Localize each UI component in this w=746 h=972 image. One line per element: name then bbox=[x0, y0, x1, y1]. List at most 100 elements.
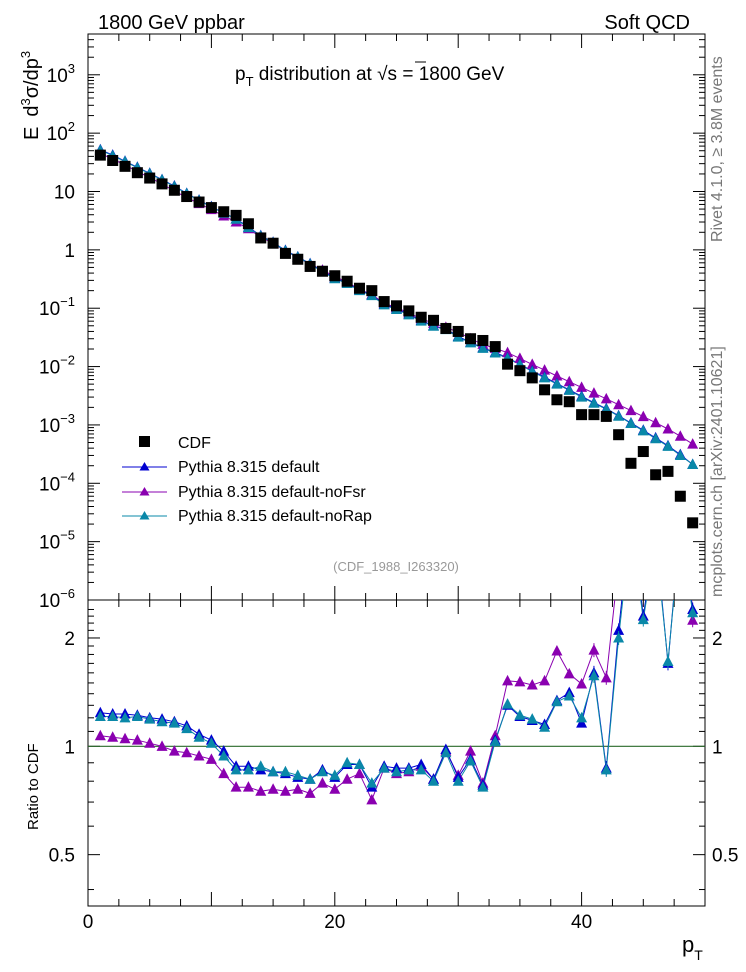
ratio-ytick-label-right: 1 bbox=[712, 737, 723, 758]
ratio-series-marker bbox=[576, 711, 588, 723]
ratio-ylabel: Ratio to CDF bbox=[25, 743, 42, 830]
ratio-series-marker bbox=[588, 669, 600, 681]
ratio-series-marker bbox=[502, 698, 514, 709]
main-series-marker bbox=[489, 346, 501, 358]
ratio-series-marker bbox=[267, 765, 279, 777]
main-series-marker bbox=[539, 371, 551, 383]
legend-label-cdf: CDF bbox=[178, 435, 211, 452]
main-ytick-label: 10−2 bbox=[39, 353, 75, 379]
mcplots-label: mcplots.cern.ch [arXiv:2401.10621] bbox=[709, 346, 726, 597]
ratio-series-marker bbox=[415, 763, 427, 775]
cdf-data-point bbox=[255, 232, 267, 244]
cdf-data-point bbox=[279, 247, 291, 259]
ratio-series-marker bbox=[551, 695, 563, 707]
ratio-series-marker bbox=[316, 777, 328, 788]
ratio-ytick-label-right: 0.5 bbox=[712, 846, 738, 867]
ratio-series-marker bbox=[526, 713, 538, 724]
ratio-series-marker bbox=[563, 667, 575, 679]
main-series-marker bbox=[687, 458, 699, 469]
ratio-series-marker bbox=[353, 767, 365, 779]
main-series-marker bbox=[637, 410, 649, 422]
ratio-series-marker bbox=[415, 758, 427, 770]
ratio-series-marker bbox=[428, 775, 440, 786]
cdf-data-point bbox=[391, 300, 402, 312]
x-axis-label: pT bbox=[682, 932, 703, 963]
ratio-ytick-labels: 2 2 1 1 0.5 0.5 bbox=[49, 629, 739, 867]
main-series-marker bbox=[650, 432, 662, 444]
cdf-data-point bbox=[156, 178, 168, 190]
ratio-series-marker bbox=[465, 755, 477, 766]
ratio-series-marker bbox=[193, 731, 205, 742]
header-right: Soft QCD bbox=[604, 12, 690, 34]
cdf-data-point bbox=[625, 457, 637, 469]
main-ytick-label: 10 bbox=[54, 183, 75, 204]
cdf-data-point bbox=[526, 372, 538, 384]
legend-marker-norap bbox=[139, 511, 150, 520]
ratio-axis-ticks bbox=[87, 600, 706, 906]
cdf-data-point bbox=[242, 218, 254, 230]
ratio-series-marker bbox=[477, 781, 489, 792]
cdf-data-point bbox=[230, 209, 242, 221]
ratio-series-marker bbox=[255, 760, 267, 771]
legend-label-default: Pythia 8.315 default bbox=[178, 459, 320, 476]
legend-marker-default bbox=[139, 462, 150, 471]
main-ytick-label: 1 bbox=[64, 241, 75, 262]
ratio-series-marker bbox=[514, 675, 526, 687]
ratio-series-marker bbox=[94, 729, 106, 741]
main-series-marker bbox=[576, 381, 588, 392]
cdf-data-point bbox=[366, 285, 378, 297]
main-series-marker bbox=[563, 375, 575, 387]
legend-marker-cdf bbox=[139, 436, 150, 447]
ratio-series-marker bbox=[316, 765, 328, 777]
legend-label-norap: Pythia 8.315 default-noRap bbox=[178, 508, 372, 525]
cdf-data-point bbox=[576, 409, 588, 421]
ratio-series-marker bbox=[539, 721, 551, 732]
ratio-series-marker bbox=[600, 671, 612, 683]
ratio-series-marker bbox=[366, 793, 378, 805]
cdf-data-point bbox=[378, 296, 390, 308]
ratio-series-marker bbox=[551, 645, 563, 656]
main-series-marker bbox=[588, 397, 600, 408]
cdf-data-point bbox=[131, 167, 143, 179]
rivet-label: Rivet 4.1.0, ≥ 3.8M events bbox=[709, 56, 726, 242]
cdf-data-point bbox=[563, 396, 575, 408]
ratio-series-marker bbox=[662, 655, 674, 667]
ratio-series-marker bbox=[341, 773, 353, 784]
ratio-series-marker bbox=[465, 745, 477, 756]
cdf-data-point bbox=[94, 149, 106, 161]
ratio-series-marker bbox=[267, 783, 279, 794]
main-series-marker bbox=[674, 449, 686, 460]
xtick-label: 20 bbox=[324, 912, 345, 933]
cdf-data-point bbox=[107, 154, 119, 166]
ratio-series-marker bbox=[378, 762, 390, 773]
cdf-data-point bbox=[440, 322, 452, 334]
main-series-marker bbox=[563, 384, 575, 395]
cdf-data-point bbox=[218, 206, 230, 218]
ratio-series-marker bbox=[181, 746, 193, 758]
ratio-series-marker bbox=[687, 606, 699, 618]
ratio-ytick-label-right: 2 bbox=[712, 629, 723, 650]
ratio-series-marker bbox=[502, 674, 514, 686]
cdf-data-point bbox=[588, 409, 600, 421]
ratio-series-marker bbox=[205, 737, 217, 748]
main-series-marker bbox=[625, 417, 637, 428]
cdf-data-point bbox=[205, 202, 217, 214]
cdf-data-point bbox=[539, 384, 551, 396]
main-series-marker bbox=[650, 416, 662, 428]
main-ytick-label: 10−1 bbox=[39, 294, 75, 320]
cdf-data-point bbox=[502, 358, 514, 370]
ratio-series-marker bbox=[144, 737, 156, 748]
ratio-ytick-label: 0.5 bbox=[49, 846, 75, 867]
ratio-series-marker bbox=[193, 749, 205, 761]
main-series-marker bbox=[576, 391, 588, 402]
ratio-series-marker bbox=[292, 783, 304, 794]
cdf-data-point bbox=[465, 333, 477, 345]
cdf-data-point bbox=[168, 184, 180, 196]
ratio-series-marker bbox=[539, 674, 551, 686]
legend-marker-nofsr bbox=[139, 487, 150, 496]
main-series-marker bbox=[613, 398, 625, 410]
ratio-series-marker bbox=[107, 710, 119, 722]
xtick-label: 0 bbox=[83, 912, 94, 933]
